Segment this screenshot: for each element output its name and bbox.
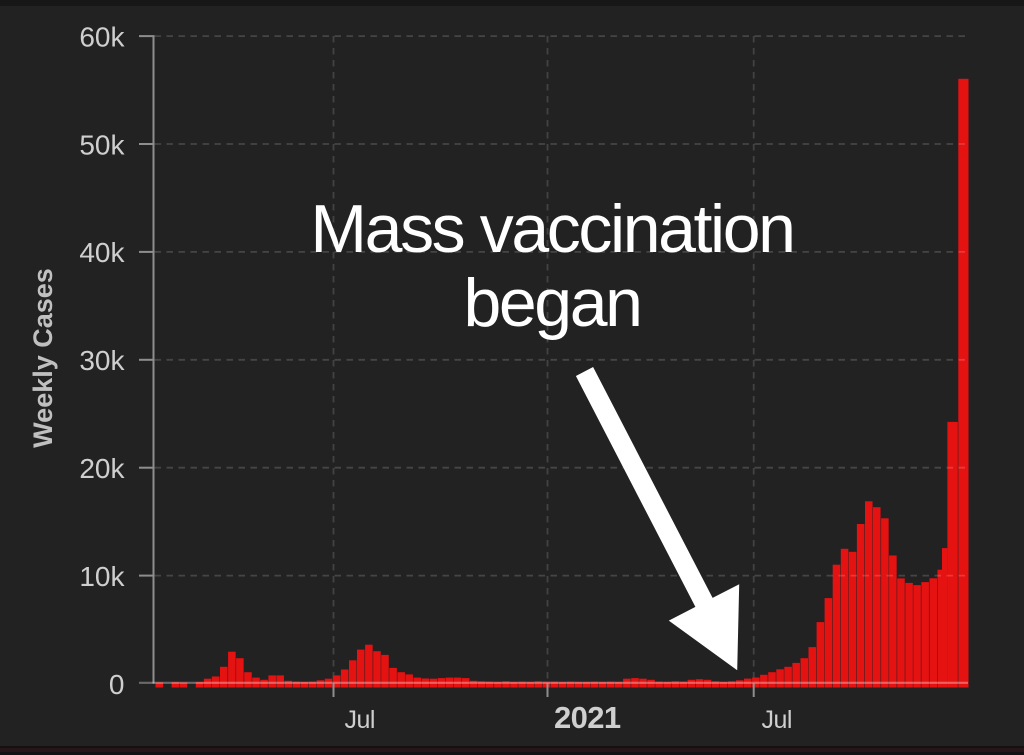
svg-text:began: began [463, 265, 640, 341]
svg-text:Jul: Jul [762, 706, 792, 734]
svg-text:Weekly Cases: Weekly Cases [28, 268, 58, 448]
svg-text:60k: 60k [79, 21, 125, 52]
svg-text:0: 0 [109, 669, 125, 700]
svg-text:Jul: Jul [345, 706, 375, 734]
svg-text:40k: 40k [79, 237, 125, 268]
svg-text:50k: 50k [79, 129, 125, 160]
svg-text:20k: 20k [79, 453, 125, 484]
svg-text:30k: 30k [79, 345, 125, 376]
svg-text:Mass vaccination: Mass vaccination [310, 191, 793, 267]
svg-text:2021: 2021 [554, 700, 621, 735]
svg-text:10k: 10k [79, 561, 125, 592]
